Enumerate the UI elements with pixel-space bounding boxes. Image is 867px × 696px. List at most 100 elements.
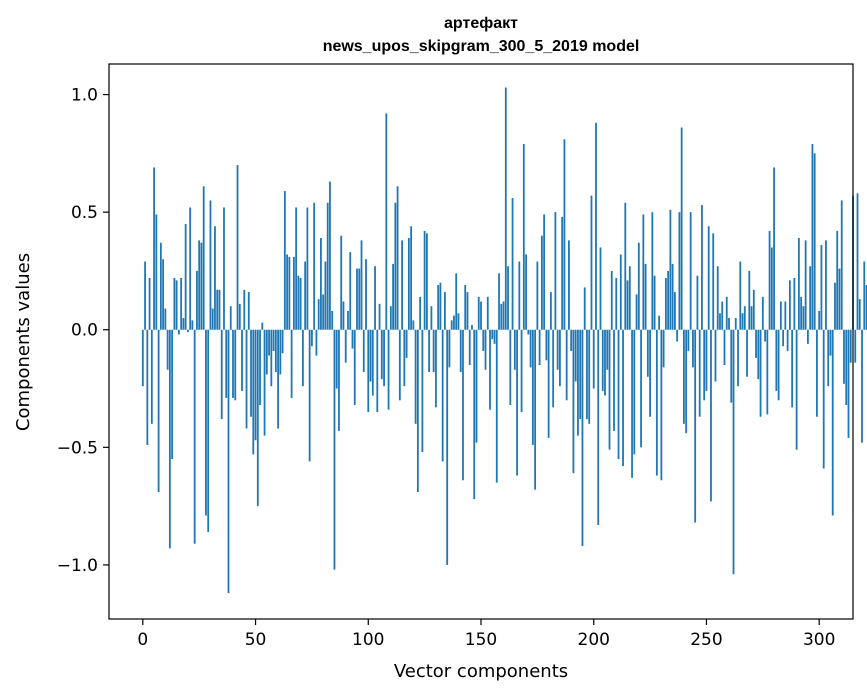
- bar-317: [856, 193, 859, 330]
- bar-258: [723, 329, 726, 366]
- bar-53: [261, 322, 264, 330]
- bar-29: [207, 329, 210, 532]
- bar-304: [827, 329, 830, 387]
- bar-263: [734, 317, 737, 330]
- bar-239: [680, 127, 683, 330]
- bar-13: [171, 329, 174, 460]
- bar-227: [653, 275, 656, 330]
- bar-104: [376, 329, 379, 413]
- bar-281: [775, 329, 778, 391]
- bar-226: [651, 212, 654, 330]
- bar-232: [664, 278, 667, 330]
- bar-211: [617, 329, 620, 460]
- bar-237: [676, 329, 679, 342]
- bar-214: [624, 202, 627, 330]
- bar-179: [545, 329, 548, 361]
- bar-228: [655, 329, 658, 476]
- bar-163: [509, 329, 512, 405]
- bar-124: [421, 329, 424, 453]
- bar-72: [304, 261, 307, 330]
- bar-305: [829, 329, 832, 356]
- bar-102: [371, 329, 374, 396]
- bar-229: [658, 315, 661, 330]
- bar-175: [536, 261, 539, 330]
- bar-121: [414, 329, 417, 424]
- bar-198: [588, 329, 591, 424]
- bar-105: [378, 303, 381, 330]
- y-tick-label: −0.5: [57, 438, 98, 458]
- bar-174: [534, 329, 537, 490]
- bar-316: [854, 329, 857, 363]
- bar-225: [649, 329, 651, 417]
- bar-69: [297, 275, 300, 330]
- bar-245: [694, 329, 697, 523]
- bar-194: [579, 329, 582, 420]
- bar-312: [845, 329, 848, 405]
- bar-20: [187, 329, 189, 333]
- bar-261: [730, 329, 733, 403]
- bar-235: [671, 263, 674, 330]
- bar-15: [175, 280, 178, 330]
- bar-131: [437, 285, 440, 330]
- bar-154: [489, 329, 491, 410]
- bar-230: [660, 329, 663, 481]
- bar-140: [457, 313, 460, 330]
- bar-108: [385, 113, 388, 330]
- bar-19: [184, 223, 187, 330]
- bar-266: [741, 313, 744, 330]
- bar-32: [214, 226, 216, 330]
- bar-46: [245, 329, 248, 429]
- bar-17: [180, 278, 183, 330]
- bar-78: [317, 299, 320, 330]
- bar-79: [320, 238, 322, 330]
- bar-130: [435, 329, 437, 408]
- bar-133: [441, 329, 444, 462]
- bar-85: [333, 329, 336, 570]
- bar-186: [561, 216, 564, 330]
- bar-278: [768, 230, 771, 330]
- bar-8: [159, 242, 162, 330]
- bar-272: [755, 329, 757, 358]
- bars-group: [141, 87, 867, 594]
- bar-89: [342, 301, 345, 330]
- bar-31: [211, 308, 214, 330]
- bar-148: [475, 329, 478, 443]
- bar-28: [205, 329, 207, 516]
- bar-240: [683, 329, 685, 424]
- bar-123: [419, 296, 422, 330]
- bar-117: [405, 329, 408, 358]
- bar-128: [430, 306, 433, 330]
- bar-65: [288, 256, 291, 330]
- bar-48: [250, 329, 252, 417]
- bar-209: [613, 329, 615, 431]
- bar-147: [473, 329, 476, 500]
- bar-279: [770, 247, 773, 330]
- bar-260: [728, 317, 730, 330]
- x-axis-ticks: 0 50 100 150 200 250 300: [137, 619, 835, 650]
- bar-116: [403, 329, 406, 387]
- bar-294: [804, 240, 807, 330]
- bar-41: [234, 329, 237, 401]
- bar-208: [610, 270, 613, 330]
- x-tick-label: 200: [578, 630, 610, 650]
- bar-195: [581, 329, 584, 547]
- bar-24: [196, 270, 198, 330]
- bar-247: [698, 329, 701, 417]
- bar-144: [466, 292, 469, 330]
- bar-94: [353, 329, 356, 405]
- bar-60: [277, 329, 279, 429]
- bar-185: [559, 329, 561, 387]
- bar-282: [777, 329, 780, 401]
- bar-1: [144, 261, 146, 330]
- bar-259: [725, 296, 728, 330]
- bar-210: [615, 278, 618, 330]
- bar-306: [831, 329, 834, 516]
- bar-114: [398, 329, 401, 401]
- bar-168: [520, 329, 523, 413]
- bar-122: [416, 329, 419, 493]
- bar-127: [428, 329, 431, 373]
- bar-267: [743, 306, 746, 330]
- bar-141: [459, 329, 462, 373]
- bar-135: [446, 329, 449, 565]
- bar-160: [502, 301, 505, 330]
